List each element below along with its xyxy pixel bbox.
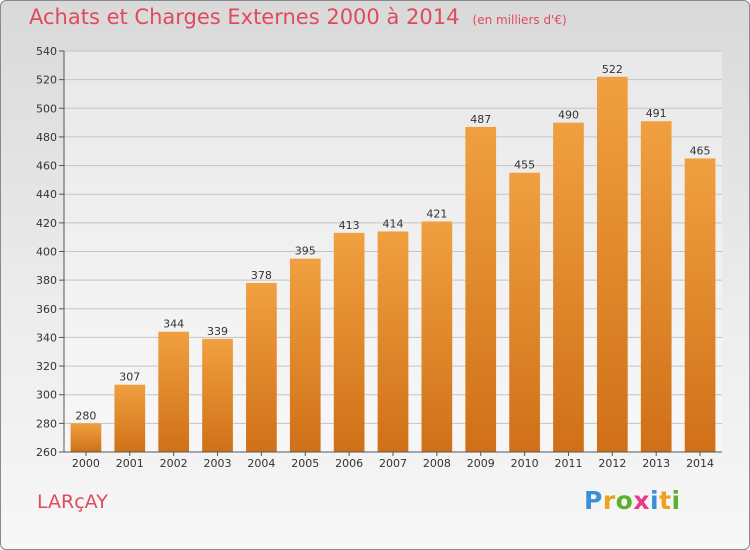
x-tick-label: 2011 (554, 457, 582, 470)
commune-name: LARçAY (37, 491, 108, 513)
data-label: 339 (207, 325, 228, 338)
data-label: 491 (646, 107, 667, 120)
x-tick-label: 2010 (511, 457, 539, 470)
y-tick-label: 340 (36, 331, 57, 344)
y-tick-label: 260 (36, 446, 57, 459)
y-tick-label: 360 (36, 303, 57, 316)
bar (640, 121, 672, 453)
y-tick-label: 520 (36, 74, 57, 87)
x-tick-label: 2006 (335, 457, 363, 470)
proxiti-logo: Proxiti (584, 486, 681, 515)
bar (421, 221, 453, 452)
x-tick-label: 2007 (379, 457, 407, 470)
bar (333, 232, 365, 452)
logo-letter: i (671, 486, 681, 515)
x-tick-label: 2001 (116, 457, 144, 470)
y-tick-label: 320 (36, 360, 57, 373)
x-tick-label: 2009 (467, 457, 495, 470)
bar (596, 76, 628, 453)
x-axis: 2000 2001 2002 2003 2004 2005 2006 2007 2008 2009… (64, 451, 722, 470)
bar (114, 384, 146, 452)
data-label: 522 (602, 63, 623, 76)
data-label: 395 (295, 245, 316, 258)
data-label: 378 (251, 269, 272, 282)
y-tick-label: 460 (36, 160, 57, 173)
data-label: 280 (75, 409, 96, 422)
subtitle-text: (en milliers d'€) (472, 13, 567, 27)
bar (465, 126, 497, 453)
bar (202, 338, 233, 452)
y-axis: 260 280 300 320 340 360 380 400 420 440 460 480 500 5… (36, 45, 65, 459)
bars (70, 76, 716, 453)
logo-letter: i (650, 486, 660, 515)
x-tick-label: 2014 (686, 457, 714, 470)
logo-letter: P (584, 486, 603, 515)
data-label: 413 (339, 219, 360, 232)
bar (509, 172, 540, 452)
x-tick-label: 2005 (291, 457, 319, 470)
y-tick-label: 480 (36, 131, 57, 144)
y-tick-label: 440 (36, 188, 57, 201)
x-tick-label: 2012 (598, 457, 626, 470)
data-label: 414 (383, 217, 404, 230)
y-tick-label: 500 (36, 102, 57, 115)
bar (246, 283, 277, 452)
data-label: 487 (470, 113, 491, 126)
y-tick-label: 380 (36, 274, 57, 287)
data-label: 465 (690, 144, 711, 157)
y-tick-label: 400 (36, 246, 57, 259)
x-tick-label: 2008 (423, 457, 451, 470)
bar (684, 158, 716, 453)
data-labels: 280 307 344 339 378 395 413 414 421 487 455 490 522 4… (75, 63, 710, 423)
x-tick-label: 2002 (160, 457, 188, 470)
y-tick-label: 420 (36, 217, 57, 230)
x-tick-label: 2013 (642, 457, 670, 470)
bar (553, 122, 584, 452)
logo-letter: o (615, 486, 634, 515)
x-tick-label: 2003 (204, 457, 232, 470)
bar (289, 258, 321, 452)
y-tick-label: 300 (36, 389, 57, 402)
y-tick-label: 540 (36, 45, 57, 58)
data-label: 307 (119, 371, 140, 384)
title-text: Achats et Charges Externes 2000 à 2014 (29, 5, 460, 29)
bar (158, 331, 190, 452)
logo-letter: x (633, 486, 650, 515)
x-tick-label: 2004 (247, 457, 275, 470)
chart-title: Achats et Charges Externes 2000 à 2014 (… (29, 5, 567, 29)
bar (70, 423, 102, 452)
bar (377, 231, 409, 452)
logo-letter: t (659, 486, 672, 515)
data-label: 421 (426, 207, 447, 220)
data-label: 455 (514, 159, 535, 172)
logo-letter: r (602, 486, 616, 515)
x-tick-label: 2000 (72, 457, 100, 470)
data-label: 490 (558, 109, 579, 122)
data-label: 344 (163, 318, 184, 331)
y-tick-label: 280 (36, 417, 57, 430)
